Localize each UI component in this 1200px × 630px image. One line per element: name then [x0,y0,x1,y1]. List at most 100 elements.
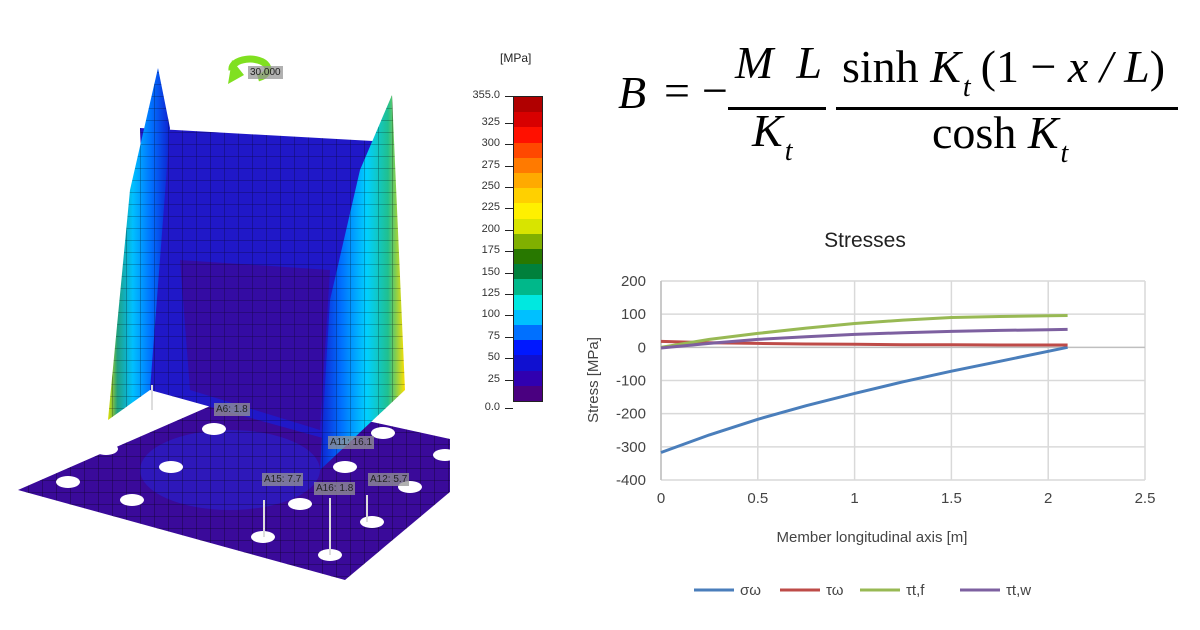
colorbar-band [514,340,542,356]
fea-model-render [18,55,450,580]
colorbar-tick-label: 100 [481,308,500,321]
colorbar-tick [505,165,513,167]
colorbar-tick-label: 200 [481,222,500,235]
colorbar-band [514,127,542,143]
colorbar-band [514,325,542,341]
formula-subscript: t [962,72,971,103]
colorbar-tick [505,96,513,97]
y-tick-label: -100 [616,373,646,390]
formula-paren-close: ) [1149,41,1166,92]
x-tick-label: 0.5 [747,490,768,507]
colorbar-band [514,112,542,128]
annotation-a12: A12: 5.7 [368,473,410,486]
colorbar-tick-label: 150 [481,265,500,278]
y-tick-label: 200 [621,273,646,290]
colorbar-band [514,233,542,250]
colorbar-tick-label: 300 [481,137,500,150]
formula-k: K [930,41,961,92]
colorbar-band [514,355,542,371]
colorbar-tick [505,251,513,253]
colorbar-tick-label: 125 [481,286,500,299]
colorbar-tick-label: 325 [481,115,500,128]
formula-x-over-l: x / L [1067,41,1150,92]
y-tick-label: -200 [616,406,646,423]
colorbar-band [514,385,542,402]
colorbar-tick [505,358,513,360]
colorbar-tick-label: 225 [481,201,500,214]
colorbar-band [514,249,542,265]
formula-frac1-numerator: M L [735,37,822,88]
colorbar-tick [505,229,513,231]
reaction-arrows [151,385,368,555]
colorbar [513,96,543,402]
x-tick-label: 1 [850,490,858,507]
colorbar-tick [505,144,513,146]
series-line-1 [660,339,1068,347]
colorbar-tick [505,208,513,210]
colorbar-tick [505,379,513,381]
moment-label: 30.000 [248,66,283,79]
chart-title: Stresses [824,229,906,252]
formula-sinh: sinh [842,41,931,92]
legend-label: σω [740,582,761,599]
x-tick-label: 1.5 [941,490,962,507]
x-tick-label: 2.5 [1135,490,1156,507]
colorbar-band [514,218,542,234]
colorbar-tick [505,122,513,124]
annotation-a15: A15: 7.7 [262,473,304,486]
colorbar-tick-label: 75 [487,329,500,342]
formula-frac1-denominator: K [752,105,783,156]
colorbar-tick [505,408,513,409]
y-tick-label: 100 [621,306,646,323]
bolt-holes [56,403,450,561]
colorbar-band [514,279,542,295]
colorbar-tick [505,315,513,317]
annotation-a11: A11: 16.1 [328,436,375,449]
x-axis-label: Member longitudinal axis [m] [777,529,968,546]
annotation-a16: A16: 1.8 [314,482,356,495]
colorbar-band [514,264,542,280]
y-tick-label: -400 [616,472,646,489]
series-line-2 [660,314,1068,349]
base-plate [18,393,450,580]
fraction-bar-1 [728,107,826,110]
colorbar-tick [505,336,513,338]
colorbar-tick-label: 275 [481,158,500,171]
series-line-3 [660,327,1068,350]
colorbar-tick-label: 0.0 [484,401,500,413]
colorbar-tick [505,293,513,295]
colorbar-tick [505,186,513,188]
flange-left [108,68,170,420]
y-axis-label: Stress [MPa] [585,337,602,423]
x-tick-label: 2 [1044,490,1052,507]
colorbar-band [514,203,542,219]
x-tick-label: 0 [657,490,665,507]
fraction-bar-2 [836,107,1178,110]
colorbar-tick-label: 25 [487,372,500,385]
colorbar-band [514,294,542,310]
formula-k: K [1027,107,1059,158]
legend-label: τt,w [1006,582,1031,599]
formula-equals: = [664,65,690,116]
legend-label: τω [826,582,844,599]
formula-cosh: cosh [932,107,1028,158]
colorbar-band [514,142,542,158]
y-tick-label: -300 [616,439,646,456]
colorbar-unit: [MPa] [500,51,532,65]
formula-lhs: B [618,67,647,118]
colorbar-band [514,188,542,204]
colorbar-band [514,370,542,386]
chart-legend: σω τω τt,f τt,w [694,582,1031,599]
formula-subscript: t [1060,138,1069,169]
formula-minus: − [702,65,728,116]
series-line-0 [660,345,1068,454]
formula-paren-open: (1 − [980,41,1068,92]
colorbar-tick [505,272,513,274]
colorbar-band [514,173,542,189]
colorbar-tick-label: 355.0 [472,89,500,101]
colorbar-tick-label: 250 [481,179,500,192]
